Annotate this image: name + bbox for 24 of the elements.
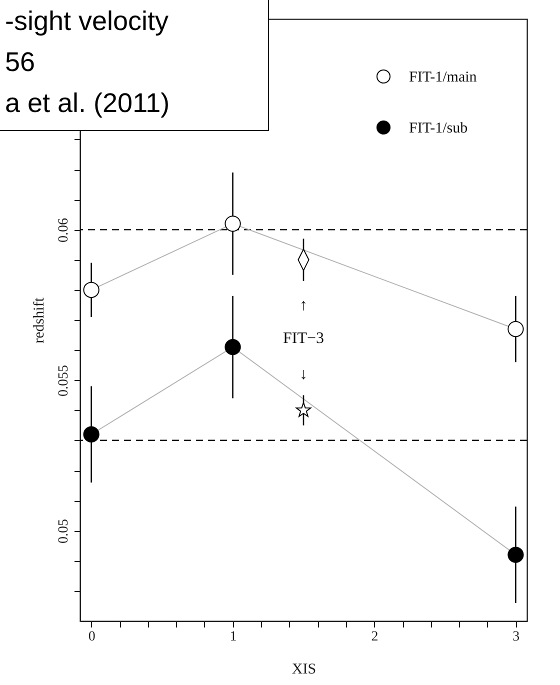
x-tick-label: 1 (230, 630, 237, 644)
y-tick-label: 0.06 (56, 218, 72, 242)
annotation: ↓ (300, 366, 308, 384)
x-tick-label: 3 (512, 630, 520, 644)
x-tick-label: 2 (371, 630, 378, 644)
annotation: a et al. (2011) (5, 87, 171, 120)
y-tick-label: 0.055 (56, 364, 72, 396)
annotation: FIT−3 (282, 330, 324, 348)
point (224, 216, 241, 232)
point (83, 282, 100, 298)
point (508, 546, 524, 563)
legend-label: FIT-1/main (409, 70, 478, 86)
x-tick-label: 0 (88, 630, 96, 644)
point (224, 339, 241, 356)
annotation: ↑ (300, 296, 308, 314)
text-box: -sight velocity 56 a et al. (2011) (0, 0, 269, 131)
y-axis-title: redshift (32, 296, 48, 344)
point (508, 320, 524, 338)
annotation: -sight velocity (5, 5, 170, 38)
y-tick-label: 0.05 (56, 518, 72, 544)
x-axis-title: XIS (292, 662, 316, 678)
point (83, 426, 100, 442)
legend-label: FIT-1/sub (409, 120, 468, 136)
point (296, 402, 312, 417)
